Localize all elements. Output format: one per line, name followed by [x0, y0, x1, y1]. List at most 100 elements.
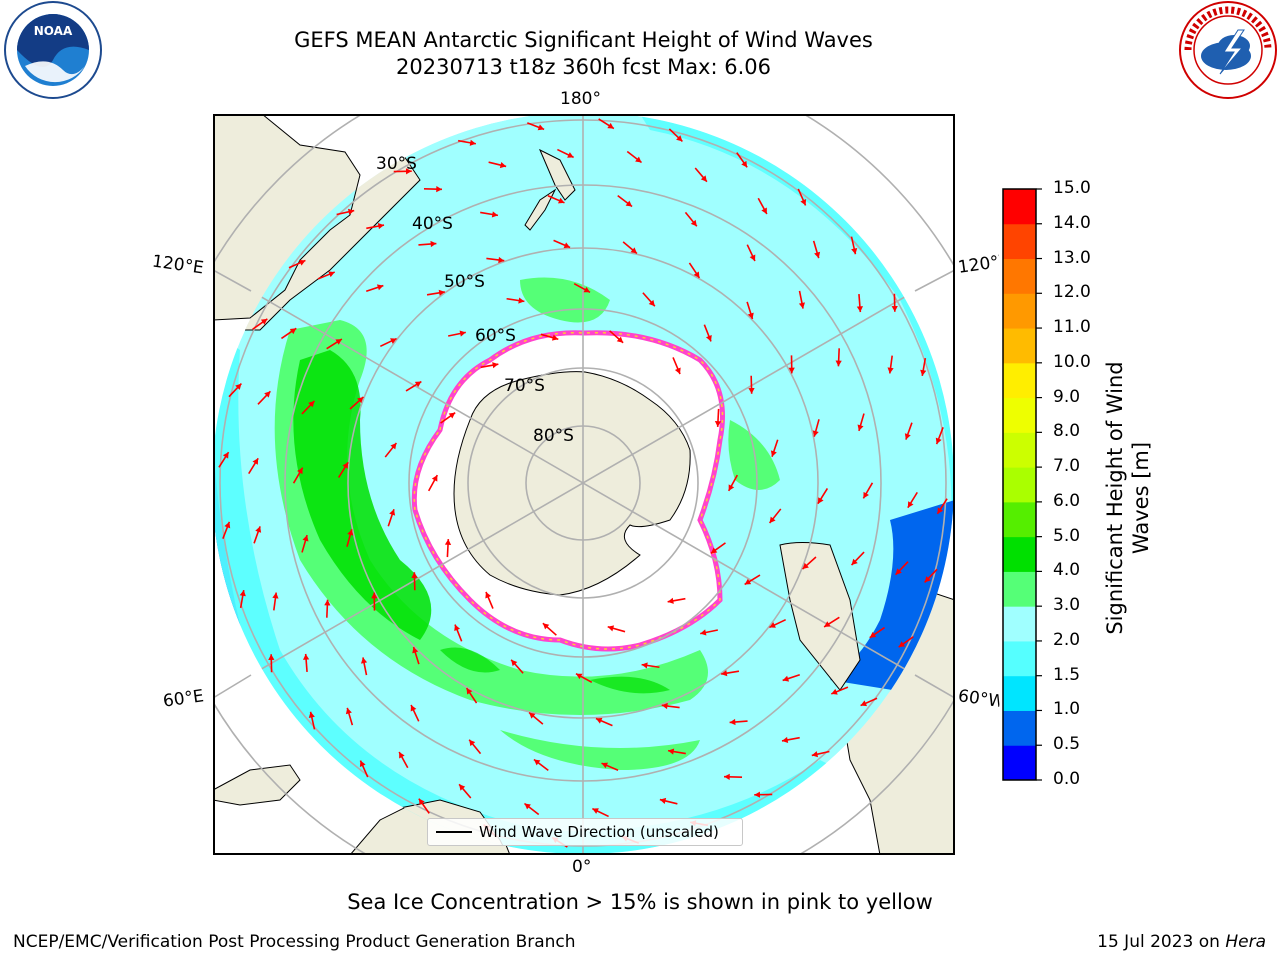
colorbar-tick-label: 13.0: [1053, 247, 1091, 268]
wave-direction-arrow-head: [851, 247, 858, 255]
footer-branch: NCEP/EMC/Verification Post Processing Pr…: [13, 932, 576, 952]
colorbar-segment: [1003, 710, 1036, 746]
wave-direction-arrow-head: [260, 318, 268, 325]
wave-direction-arrow-head: [887, 367, 894, 374]
wave-direction-arrow-head: [431, 475, 438, 482]
wave-direction-arrow-head: [802, 562, 809, 570]
wave-direction-arrow-head: [459, 784, 466, 791]
colorbar-tick-label: 3.0: [1053, 595, 1081, 616]
wave-direction-arrow-head: [595, 717, 603, 724]
wave-direction-arrow-head: [444, 539, 452, 545]
wave-direction-arrow-head: [390, 442, 397, 450]
wave-direction-arrow-head: [635, 156, 642, 163]
wave-direction-arrow-head: [308, 400, 315, 408]
wave-direction-arrow-head: [436, 186, 442, 193]
wave-direction-arrow-head: [558, 197, 565, 204]
wave-direction-arrow-head: [499, 162, 507, 169]
colorbar-segment: [1003, 258, 1036, 294]
wave-direction-arrow-head: [454, 624, 461, 632]
wave-direction-arrow-head: [729, 718, 736, 726]
wave-direction-arrow-head: [710, 547, 718, 554]
colorbar-segment: [1003, 745, 1036, 781]
colorbar-tick-label: 10.0: [1053, 351, 1091, 372]
colorbar-tick-label: 12.0: [1053, 282, 1091, 303]
wave-direction-arrow-head: [357, 396, 364, 404]
wave-direction-arrow-head: [721, 670, 728, 677]
wave-direction-arrow-head: [741, 160, 748, 168]
wave-direction-arrow-head: [377, 223, 385, 230]
wave-direction-arrow-head: [705, 334, 712, 342]
wave-direction-arrow-head: [410, 705, 417, 712]
wave-direction-arrow-head: [371, 592, 378, 599]
wave-direction-arrow-head: [347, 208, 355, 215]
wave-direction-arrow-head: [674, 367, 681, 375]
wave-direction-arrow-head: [563, 242, 571, 249]
wave-direction-arrow-head: [411, 572, 418, 579]
colorbar-tick-label: 7.0: [1053, 456, 1081, 477]
wave-direction-arrow-head: [518, 297, 525, 304]
wave-direction-arrow-head: [895, 568, 902, 575]
wave-direction-arrow-head: [824, 621, 831, 627]
wave-direction-arrow-head: [937, 507, 944, 514]
wave-direction-arrow-head: [860, 700, 868, 707]
wave-direction-arrow-head: [418, 798, 425, 806]
wave-direction-arrow-head: [641, 662, 648, 669]
south-america-land: [779, 542, 861, 691]
wave-direction-arrow-head: [303, 653, 310, 660]
lat-label-80s: 80°S: [533, 426, 574, 446]
wave-direction-arrow-head: [782, 675, 790, 682]
wave-zone-3m: [274, 320, 708, 715]
colorbar-segment: [1003, 432, 1036, 468]
colorbar-tick-label: 5.0: [1053, 525, 1081, 546]
legend-label: Wind Wave Direction (unscaled): [479, 823, 719, 841]
wave-direction-arrow-head: [869, 631, 877, 638]
wave-direction-arrow-head: [575, 673, 583, 680]
wave-direction-arrow-head: [748, 387, 755, 394]
wave-direction-arrow-head: [361, 657, 368, 664]
graticule: [219, 114, 947, 854]
wave-direction-arrow-head: [328, 271, 335, 278]
new-zealand-south: [524, 188, 557, 231]
colorbar-segment: [1003, 675, 1036, 711]
wave-direction-arrow-head: [924, 576, 931, 583]
wave-direction-arrow-head: [817, 497, 824, 504]
wave-direction-arrow-head: [769, 622, 776, 628]
wave-direction-arrow-head: [700, 629, 707, 636]
wave-direction-arrow-head: [811, 751, 819, 758]
colorbar-segment: [1003, 189, 1036, 225]
wave-direction-arrow-head: [851, 558, 858, 566]
wave-direction-arrow-head: [466, 688, 473, 695]
wave-direction-arrow-head: [399, 751, 405, 759]
wave-direction-arrow-head: [485, 591, 492, 599]
wave-direction-arrow-head: [498, 256, 505, 264]
colorbar-tick-label: 2.0: [1053, 629, 1081, 650]
wave-direction-arrow-head: [616, 336, 624, 343]
map-legend: Wind Wave Direction (unscaled): [427, 818, 743, 846]
colorbar-segment: [1003, 640, 1036, 677]
wave-direction-arrow-head: [412, 646, 419, 654]
wave-direction-arrow-head: [754, 791, 761, 798]
lat-label-70s: 70°S: [504, 376, 545, 396]
colorbar-segment: [1003, 223, 1036, 260]
wave-direction-arrow-head: [835, 360, 842, 367]
colorbar-segment: [1003, 362, 1036, 399]
wave-direction-arrow-head: [297, 467, 303, 475]
wave-direction-arrow-head: [667, 597, 674, 604]
colorbar-tick-label: 11.0: [1053, 317, 1091, 338]
lat-label-30s: 30°S: [376, 154, 417, 174]
lon-label-top: 180°: [560, 89, 601, 109]
lon-label-lower-right: 60°W: [956, 686, 1002, 712]
wave-direction-arrow-head: [668, 748, 675, 755]
wave-direction-arrow-head: [625, 200, 633, 207]
wave-direction-arrow-head: [700, 175, 707, 182]
wave-direction-arrow-head: [222, 452, 229, 459]
map-border: [213, 114, 955, 855]
lat-label-60s: 60°S: [475, 326, 516, 346]
wave-direction-arrow-head: [414, 381, 422, 388]
wave-direction-arrow-head: [690, 219, 697, 227]
wave-direction-arrow-head: [798, 302, 805, 309]
nws-logo: [1179, 1, 1277, 99]
antarctica-land: [453, 371, 691, 596]
wave-direction-arrow-head: [831, 688, 838, 695]
